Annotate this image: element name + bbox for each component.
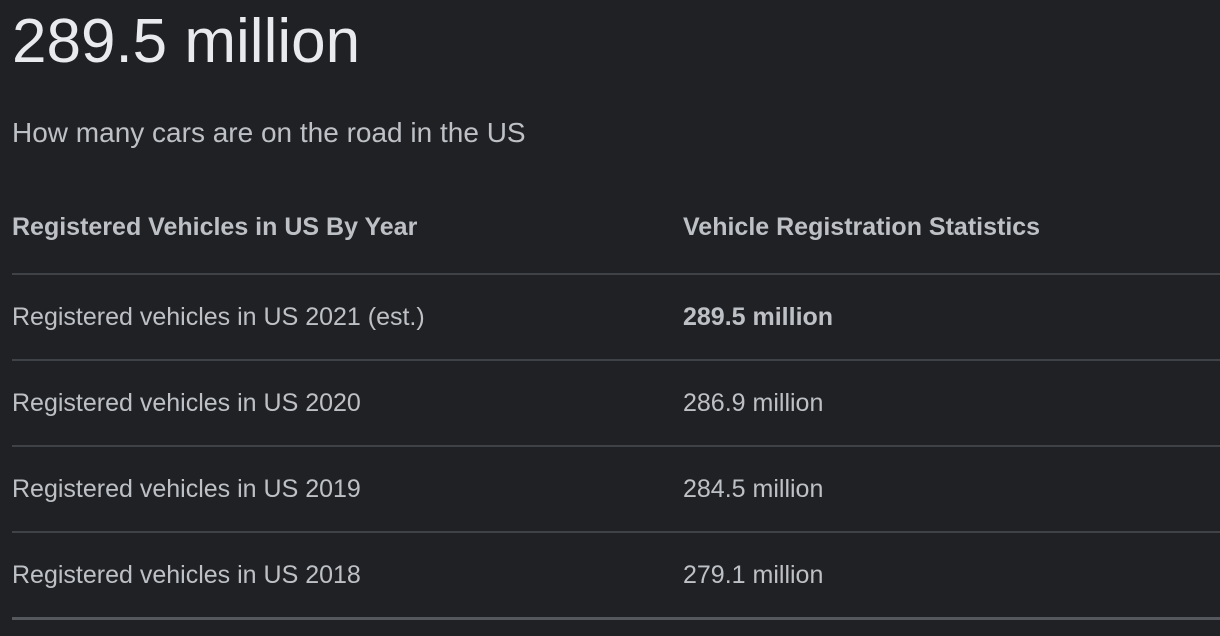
row-value: 279.1 million: [683, 561, 824, 589]
table-row: Registered vehicles in US 2020 286.9 mil…: [12, 361, 1220, 447]
vehicles-table: Registered Vehicles in US By Year Vehicl…: [12, 150, 1220, 620]
row-value: 284.5 million: [683, 475, 824, 503]
row-label: Registered vehicles in US 2021 (est.): [12, 303, 425, 331]
table-row: Registered vehicles in US 2018 279.1 mil…: [12, 533, 1220, 617]
row-value: 286.9 million: [683, 389, 824, 417]
table-header-row: Registered Vehicles in US By Year Vehicl…: [12, 150, 1220, 275]
answer-value: 289.5 million: [12, 7, 361, 76]
table-row: Registered vehicles in US 2021 (est.) 28…: [12, 275, 1220, 361]
table-header-year: Registered Vehicles in US By Year: [12, 213, 418, 241]
table-header-stats: Vehicle Registration Statistics: [683, 213, 1041, 241]
table-row: Registered vehicles in US 2019 284.5 mil…: [12, 447, 1220, 533]
table-body: Registered vehicles in US 2021 (est.) 28…: [12, 275, 1220, 617]
table-bottom-divider: [12, 617, 1220, 620]
row-label: Registered vehicles in US 2018: [12, 561, 361, 589]
answer-question: How many cars are on the road in the US: [12, 117, 526, 148]
answer-card-page: { "answer": { "value": "289.5 million", …: [0, 6, 1220, 636]
row-value: 289.5 million: [683, 303, 834, 331]
row-label: Registered vehicles in US 2019: [12, 475, 361, 503]
answer-card: 289.5 million How many cars are on the r…: [0, 6, 1220, 620]
row-label: Registered vehicles in US 2020: [12, 389, 361, 417]
